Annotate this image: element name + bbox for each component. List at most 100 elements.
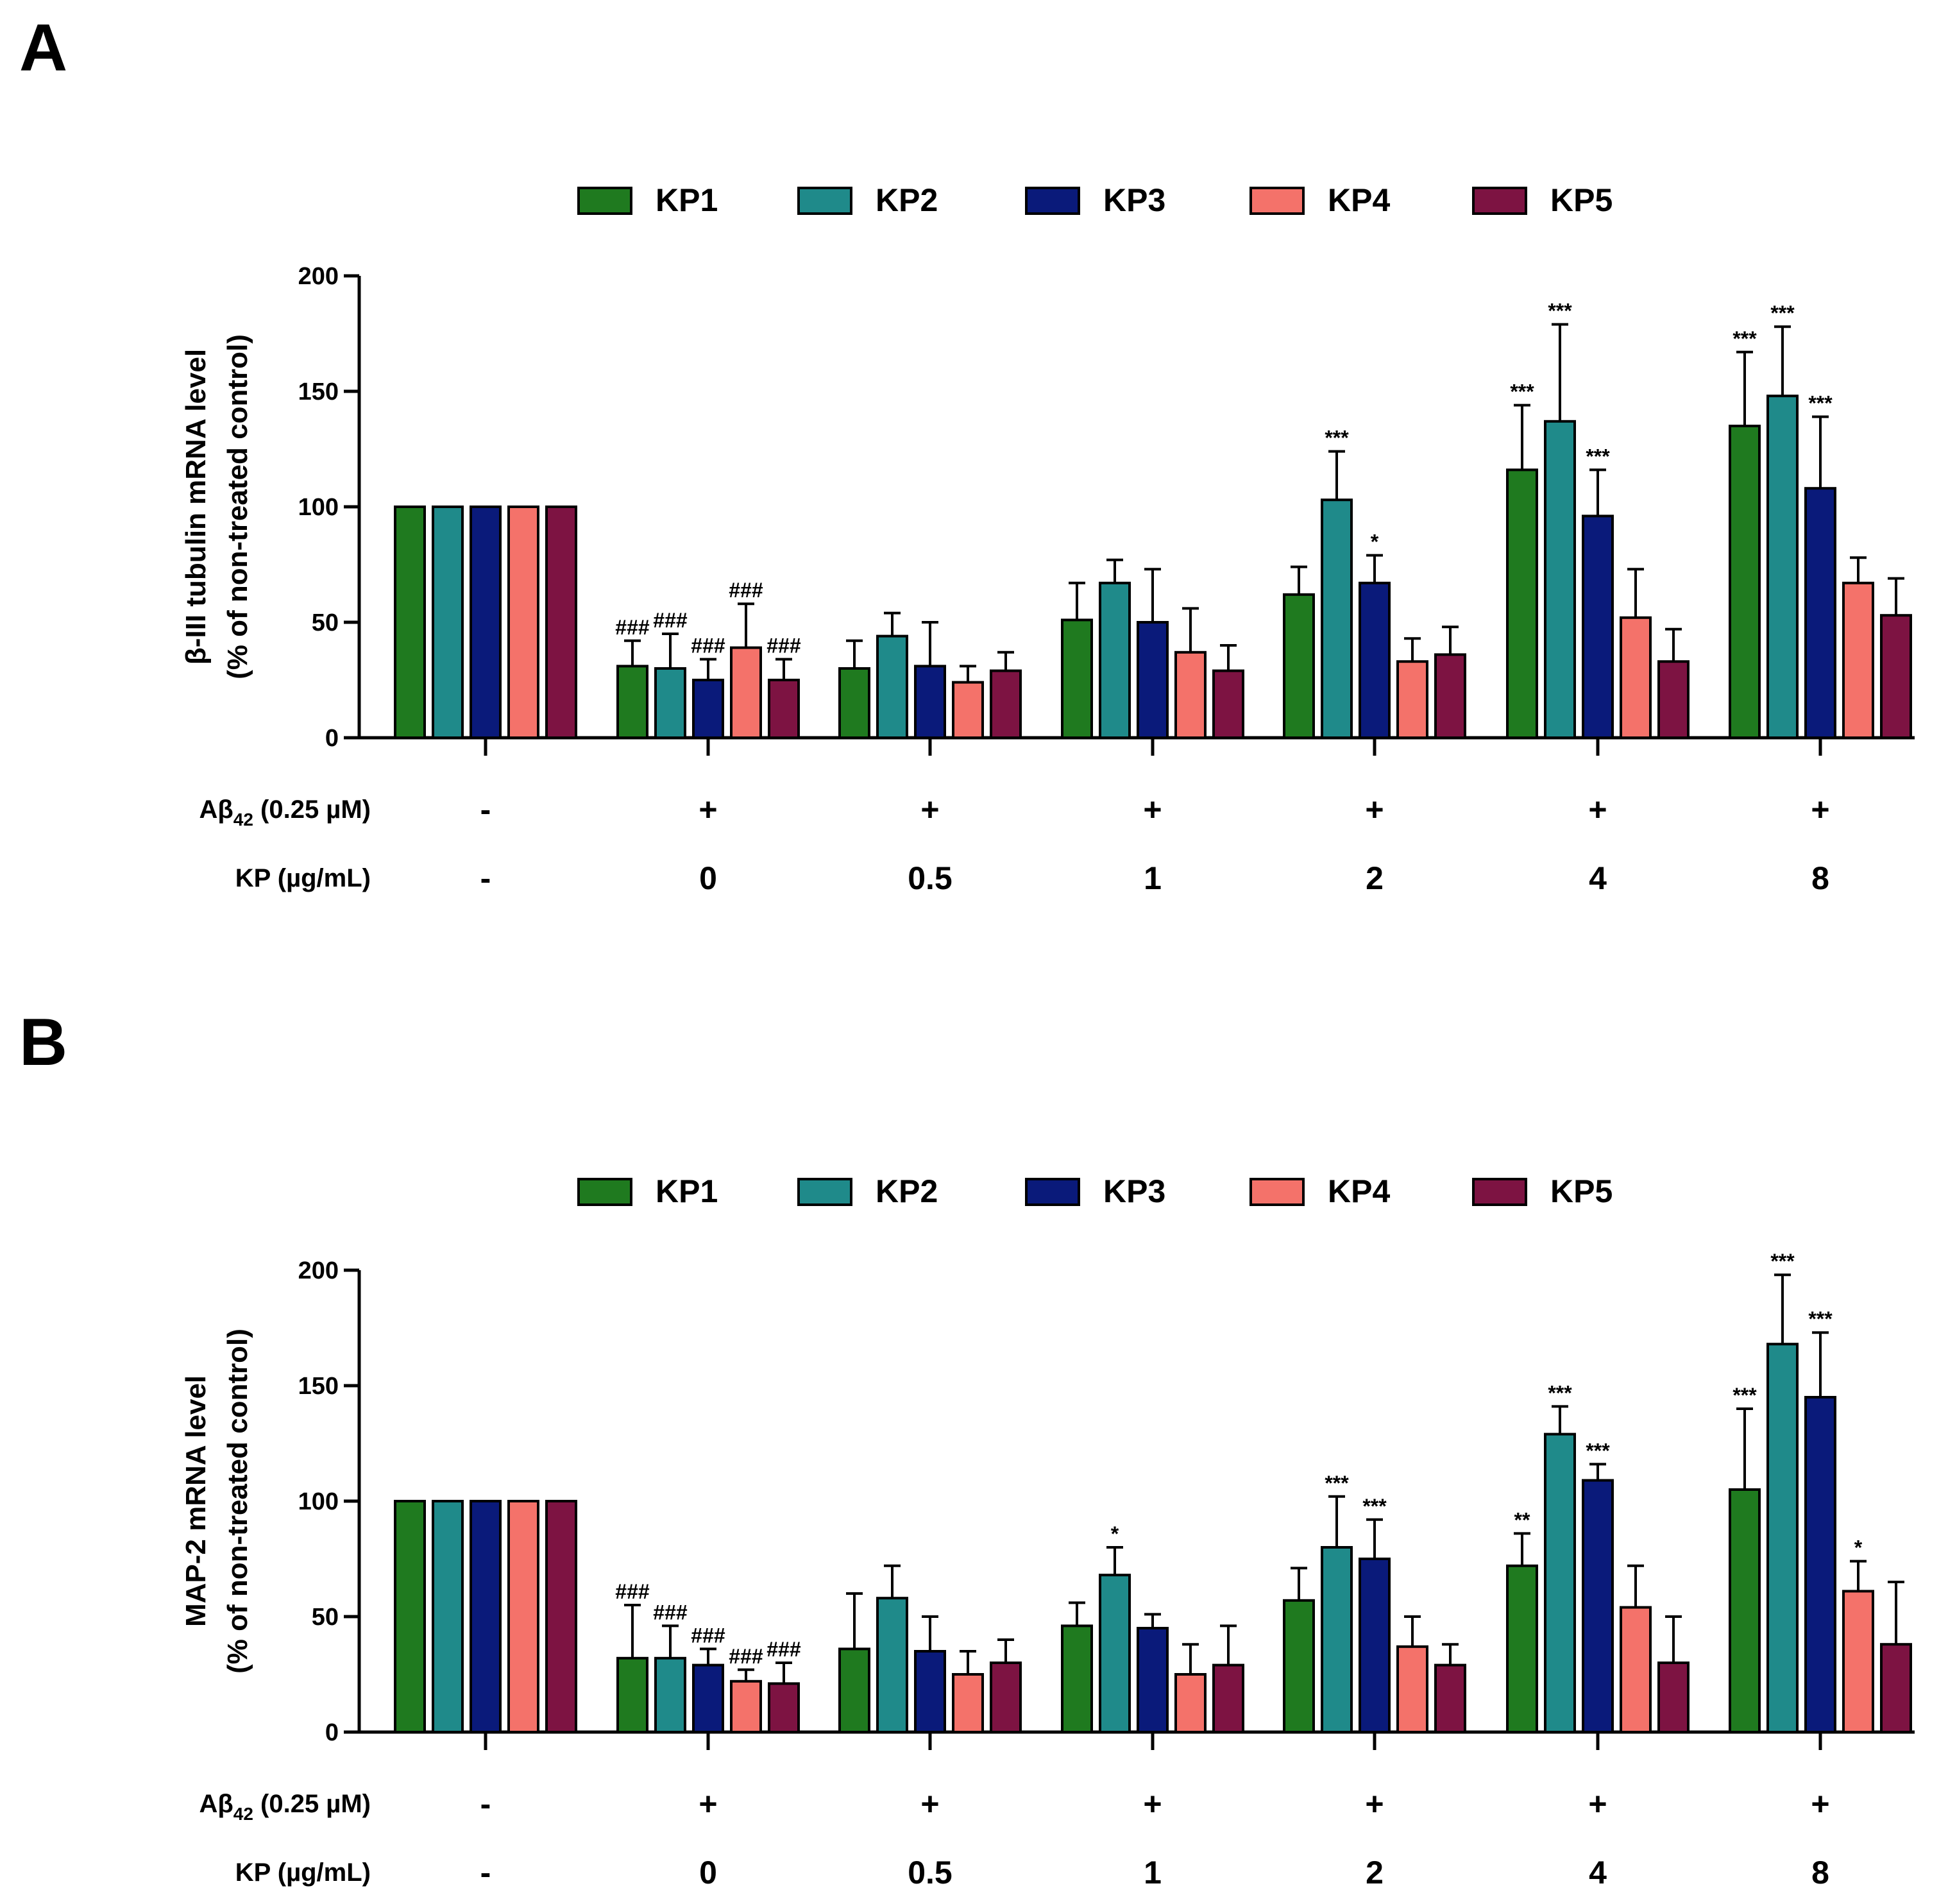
panel-a-significance-label: ###	[691, 634, 725, 658]
panel-a-legend-label-kp4: KP4	[1328, 182, 1390, 218]
panel-b-bar-kp4-4	[1620, 1606, 1652, 1734]
panel-a-bar-kp5-8	[1880, 614, 1912, 740]
panel-b-bar-kp1-8	[1729, 1488, 1761, 1733]
panel-b-y-tick-label: 200	[298, 1257, 339, 1284]
panel-a-kp-value: 4	[1589, 860, 1607, 896]
panel-b-bar-kp4-0	[730, 1679, 762, 1734]
panel-b-significance-label: *	[1854, 1536, 1863, 1560]
panel-b-significance-label: ***	[1770, 1250, 1795, 1273]
panel-a-bar-kp4--	[507, 506, 539, 739]
panel-a-bar-kp3-1	[1137, 621, 1169, 739]
panel-a-y-tick-label: 0	[325, 725, 339, 752]
panel-b-bar-kp5-4	[1657, 1662, 1690, 1733]
panel-a-significance-label: ***	[1732, 327, 1757, 350]
panel-b-significance-label: ***	[1586, 1439, 1610, 1462]
panel-b-kp-value: -	[480, 1855, 491, 1891]
panel-b-significance-label: ###	[615, 1580, 650, 1603]
panel-a-significance-label: ***	[1325, 427, 1349, 450]
panel-b-bar-kp5-0.5	[990, 1662, 1022, 1733]
panel-b-bar-kp5--	[545, 1500, 577, 1733]
panel-a-kp-row-label: KP (µg/mL)	[235, 864, 371, 892]
panel-a-significance-label: ###	[615, 616, 650, 639]
panel-b-bar-kp1-1	[1061, 1624, 1093, 1733]
panel-a-bar-kp2-1	[1099, 581, 1131, 739]
panel-a-significance-label: ###	[653, 609, 688, 632]
panel-b-y-tick-label: 100	[298, 1488, 339, 1515]
panel-b-legend-swatch-kp4	[1249, 1178, 1305, 1206]
panel-a-bar-kp1-4	[1506, 468, 1538, 740]
panel-b-bar-kp3-2	[1359, 1558, 1391, 1733]
panel-b-significance-label: ***	[1325, 1472, 1349, 1495]
panel-a-bar-kp4-8	[1842, 581, 1874, 739]
panel-a-bar-kp1-2	[1283, 593, 1315, 739]
panel-a-bar-kp2-0	[654, 667, 686, 739]
panel-b-bar-kp4-1	[1174, 1673, 1207, 1733]
panel-a-legend-swatch-kp4	[1249, 187, 1305, 215]
panel-b-bar-kp3-1	[1137, 1627, 1169, 1733]
panel-b-bar-kp1-0.5	[838, 1647, 870, 1733]
panel-b-bar-kp2-0.5	[876, 1597, 908, 1733]
panel-b-bar-kp4--	[507, 1500, 539, 1733]
panel-a-bar-kp5-0	[768, 679, 800, 739]
panel-b-bar-kp5-8	[1880, 1643, 1912, 1733]
panel-b-significance-label: *	[1111, 1522, 1119, 1545]
panel-b-bar-kp4-2	[1396, 1645, 1428, 1734]
panel-b-kp-value: 2	[1366, 1855, 1384, 1891]
panel-a-legend-label-kp2: KP2	[876, 182, 938, 218]
panel-b-significance-label: ***	[1362, 1495, 1387, 1518]
panel-b-legend-label-kp1: KP1	[656, 1173, 718, 1209]
panel-a-kp-value: 1	[1144, 860, 1162, 896]
panel-b-kp-value: 1	[1144, 1855, 1162, 1891]
panel-b-y-label-line2: (% of non-treated control)	[222, 1329, 253, 1674]
panel-b-legend-swatch-kp3	[1025, 1178, 1080, 1206]
panel-a-bar-kp3--	[470, 506, 502, 739]
panel-a-bar-kp1-0	[616, 665, 648, 740]
panel-b-significance-label: ***	[1808, 1307, 1833, 1330]
panel-b-bar-kp2--	[432, 1500, 464, 1733]
panel-a-bar-kp5-0.5	[990, 669, 1022, 739]
panel-b-abeta-value: +	[1365, 1786, 1384, 1822]
panel-a-legend-swatch-kp2	[797, 187, 852, 215]
panel-b-kp-value: 8	[1811, 1855, 1829, 1891]
panel-b-abeta-value: +	[1143, 1786, 1162, 1822]
panel-a-significance-label: ***	[1770, 302, 1795, 325]
panel-b-y-tick-label: 0	[325, 1719, 339, 1746]
panel-b-bar-kp1-0	[616, 1656, 648, 1734]
panel-b-bar-kp3--	[470, 1500, 502, 1733]
panel-a-kp-value: 0	[699, 860, 717, 896]
panel-a-significance-label: *	[1371, 531, 1379, 554]
panel-b-bar-kp2-2	[1321, 1546, 1353, 1733]
panel-a-abeta-value: +	[1365, 792, 1384, 828]
panel-a-bar-kp3-8	[1804, 487, 1836, 739]
panel-a-bar-kp2-0.5	[876, 634, 908, 739]
panel-b-bar-kp3-8	[1804, 1396, 1836, 1733]
panel-a-bar-kp2-2	[1321, 498, 1353, 739]
panel-a-abeta-value: +	[920, 792, 939, 828]
panel-b-bar-kp3-0.5	[914, 1650, 946, 1733]
panel-b-significance-label: ***	[1732, 1384, 1757, 1407]
panel-b-y-tick-label: 50	[312, 1604, 339, 1631]
panel-a-bar-kp3-4	[1582, 514, 1614, 740]
panel-a-legend-label-kp3: KP3	[1103, 182, 1165, 218]
panel-a-abeta-value: +	[699, 792, 717, 828]
panel-b-bar-kp2-0	[654, 1656, 686, 1734]
panel-a-bar-kp5--	[545, 506, 577, 739]
panel-b-bar-kp3-0	[692, 1663, 724, 1734]
panel-a-bar-kp4-0	[730, 646, 762, 739]
panel-b-bar-kp3-4	[1582, 1479, 1614, 1734]
panel-a-significance-label: ***	[1808, 392, 1833, 415]
panel-a-bar-kp4-1	[1174, 650, 1207, 739]
panel-a-abeta-value: -	[480, 792, 491, 828]
panel-a-bar-kp1-0.5	[838, 667, 870, 739]
panel-a-bar-kp2-4	[1544, 420, 1576, 739]
panel-a-y-label-line2: (% of non-treated control)	[222, 334, 253, 679]
panel-a-bar-kp4-2	[1396, 660, 1428, 739]
panel-b-legend-label-kp4: KP4	[1328, 1173, 1390, 1209]
panel-a-legend-swatch-kp3	[1025, 187, 1080, 215]
panel-a-bar-kp3-0	[692, 679, 724, 739]
panel-a-abeta-value: +	[1143, 792, 1162, 828]
panel-a-bar-kp2--	[432, 506, 464, 739]
panel-a-bar-kp1--	[394, 506, 426, 739]
panel-a-bar-kp1-8	[1729, 425, 1761, 739]
panel-b-abeta-row-label: Aβ42 (0.25 µM)	[199, 1790, 371, 1824]
